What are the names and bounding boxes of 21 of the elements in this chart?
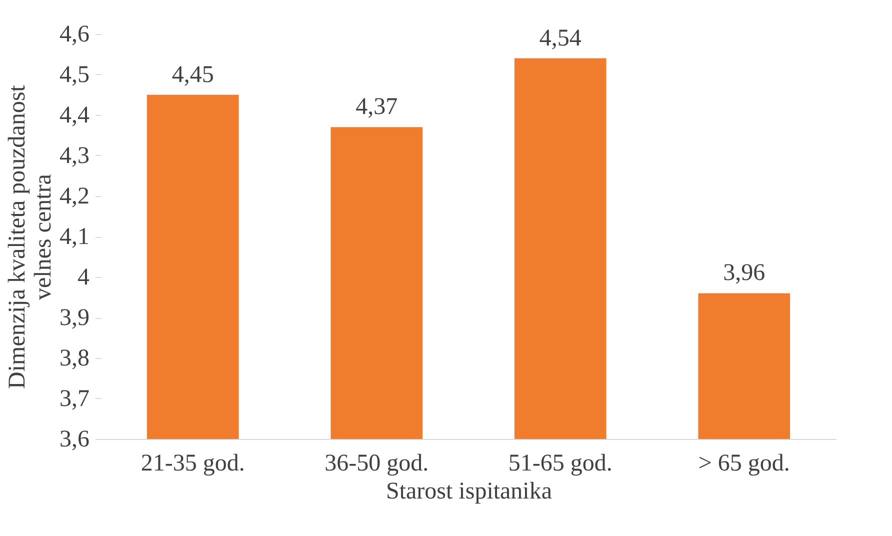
y-tick-label: 4,4 [60,102,90,128]
x-axis-title: Starost ispitanika [386,478,552,504]
y-tick-label: 3,7 [60,386,90,412]
x-tick-label: 51-65 god. [508,450,612,476]
x-tick-label: 36-50 god. [324,450,429,476]
x-tick-label: > 65 god. [698,450,790,476]
y-tick-label: 3,8 [60,346,90,372]
y-tick-label: 4,5 [60,62,90,88]
data-label: 4,54 [539,25,582,52]
y-tick-label: 4,6 [60,22,90,48]
y-tick-label: 4,2 [60,184,90,210]
x-tick-label: 21-35 god. [140,450,245,476]
y-tick-label: 4,1 [60,224,90,250]
y-tick-label: 4 [78,264,90,290]
data-label: 4,37 [356,94,398,120]
y-tick-label: 4,3 [60,143,90,169]
data-label: 3,96 [723,260,766,286]
y-tick-label: 3,9 [60,305,90,331]
data-label: 4,45 [172,62,214,88]
y-tick-label: 3,6 [60,426,90,452]
y-axis-title: Dimenzija kvaliteta pouzdanost velnes centra [4,84,56,389]
